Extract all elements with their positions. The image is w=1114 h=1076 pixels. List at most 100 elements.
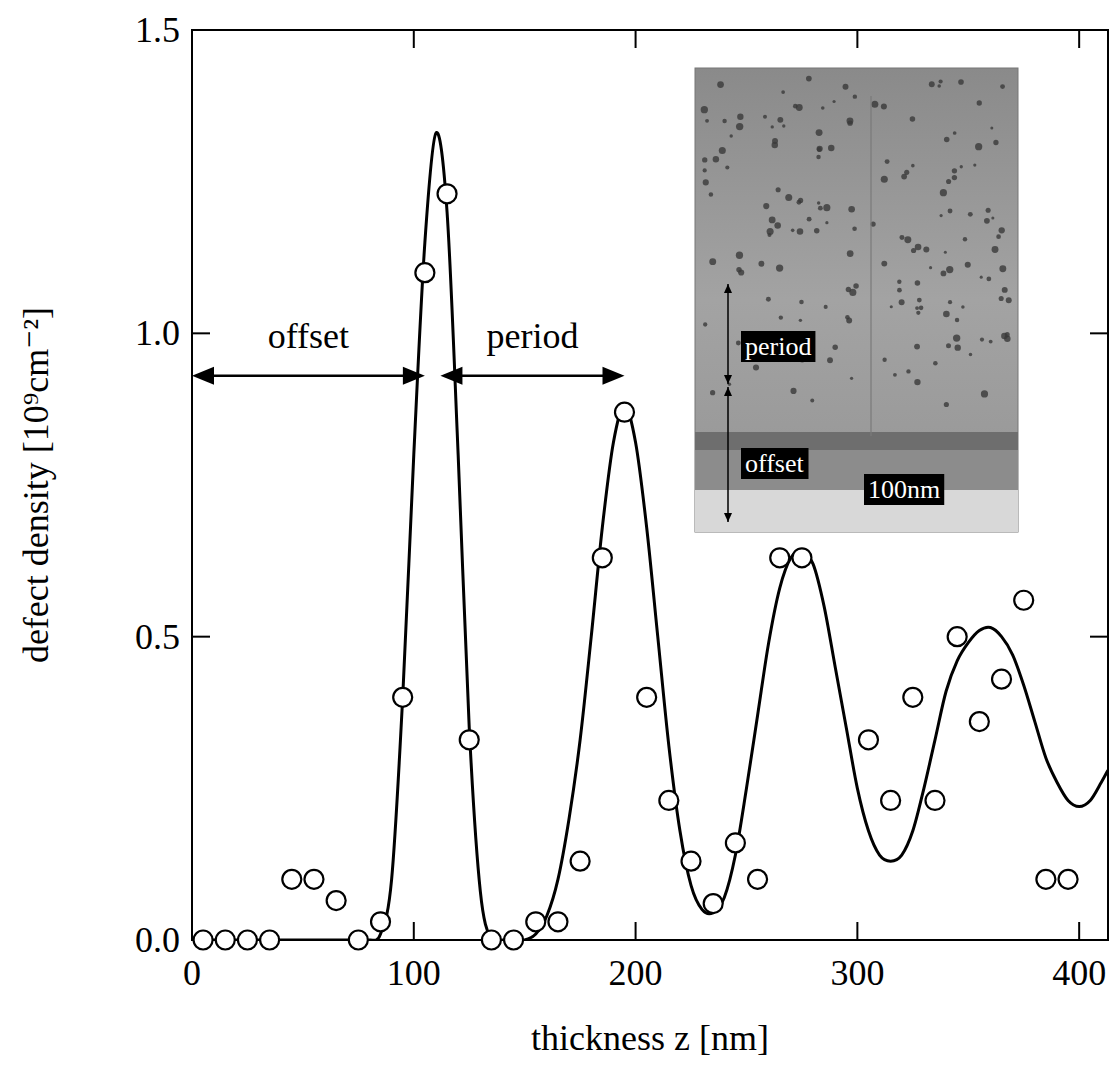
inset-texture (782, 124, 785, 127)
inset-texture (955, 344, 961, 350)
inset-texture (847, 120, 852, 125)
data-point (482, 931, 501, 950)
inset-texture (944, 402, 949, 407)
inset-texture (848, 206, 855, 213)
inset-texture (722, 119, 726, 123)
y-tick (1090, 636, 1108, 638)
x-tick (413, 30, 415, 48)
inset-texture (832, 344, 837, 349)
arrow-head (403, 367, 425, 385)
arrow-head (724, 375, 732, 384)
inset-texture (737, 114, 743, 120)
data-point (304, 870, 323, 889)
inset-texture (717, 81, 724, 88)
inset-texture (703, 322, 707, 326)
inset-texture (910, 116, 916, 122)
data-point (1036, 870, 1055, 889)
inset-texture (917, 298, 922, 303)
x-tick (413, 922, 415, 940)
arrow-head (724, 513, 732, 522)
inset-texture (990, 127, 993, 130)
inset-texture (828, 145, 835, 152)
inset-texture (779, 315, 783, 319)
inset-texture (914, 379, 920, 385)
inset-texture (973, 164, 976, 167)
inset-texture (853, 283, 859, 289)
data-point (216, 931, 235, 950)
inset-texture (781, 90, 785, 94)
data-point (238, 931, 257, 950)
inset-texture (870, 96, 872, 436)
inset-texture (939, 79, 943, 83)
inset-band (695, 490, 1018, 532)
inset-texture (969, 353, 972, 356)
data-point (438, 184, 457, 203)
inset-texture (943, 311, 950, 318)
inset-texture (960, 165, 963, 168)
inset-texture (980, 276, 983, 279)
inset-texture (881, 261, 887, 267)
x-tick-label: 400 (1052, 953, 1106, 993)
data-point (970, 712, 989, 731)
inset-texture (881, 103, 887, 109)
data-point (548, 912, 567, 931)
inset-label: offset (745, 449, 805, 478)
inset-texture (944, 137, 950, 143)
data-point (1014, 591, 1033, 610)
inset-texture (753, 364, 759, 370)
inset-texture (946, 343, 951, 348)
inset-texture (772, 138, 778, 144)
data-point (393, 688, 412, 707)
chart: 01002003004000.00.51.01.5thickness z [nm… (0, 0, 1114, 1076)
inset-texture (771, 125, 774, 128)
inset-texture (1002, 287, 1008, 293)
inset-texture (709, 258, 716, 265)
inset-texture (940, 189, 947, 196)
inset-texture (816, 129, 823, 136)
inset-texture (919, 306, 924, 311)
inset-texture (944, 251, 947, 254)
data-point (792, 548, 811, 567)
data-point (748, 870, 767, 889)
x-tick (856, 30, 858, 48)
inset-texture (736, 252, 743, 259)
data-point (682, 852, 701, 871)
x-tick-label: 0 (183, 953, 201, 993)
inset-texture (899, 235, 904, 240)
inset-texture (965, 262, 971, 268)
inset-texture (940, 214, 943, 217)
x-tick (1078, 922, 1080, 940)
inset-texture (929, 81, 935, 87)
inset-texture (937, 84, 941, 88)
inset-texture (881, 176, 888, 183)
inset-texture (797, 228, 804, 235)
inset-label-bg (741, 331, 815, 362)
arrow-head (192, 367, 214, 385)
data-point (260, 931, 279, 950)
inset-texture (871, 101, 878, 108)
inset-texture (853, 94, 857, 98)
inset-texture (946, 179, 951, 184)
inset-texture (999, 296, 1004, 301)
data-point (504, 931, 523, 950)
inset-texture (701, 106, 708, 113)
data-point (615, 403, 634, 422)
inset-texture (941, 271, 947, 277)
inset-texture (850, 377, 853, 380)
arrow-head (724, 284, 732, 293)
inset-texture (963, 237, 967, 241)
inset-label: period (745, 332, 811, 361)
inset-texture (911, 248, 916, 253)
y-tick (1090, 332, 1108, 334)
inset-texture (893, 373, 897, 377)
inset-texture (999, 227, 1005, 233)
inset-texture (915, 306, 919, 310)
inset-texture (948, 300, 952, 304)
inset-texture (719, 147, 726, 154)
inset-texture (1006, 297, 1012, 303)
data-point (770, 548, 789, 567)
inset-texture (984, 218, 990, 224)
inset-texture (703, 168, 707, 172)
data-point (637, 688, 656, 707)
inset-texture (846, 318, 852, 324)
